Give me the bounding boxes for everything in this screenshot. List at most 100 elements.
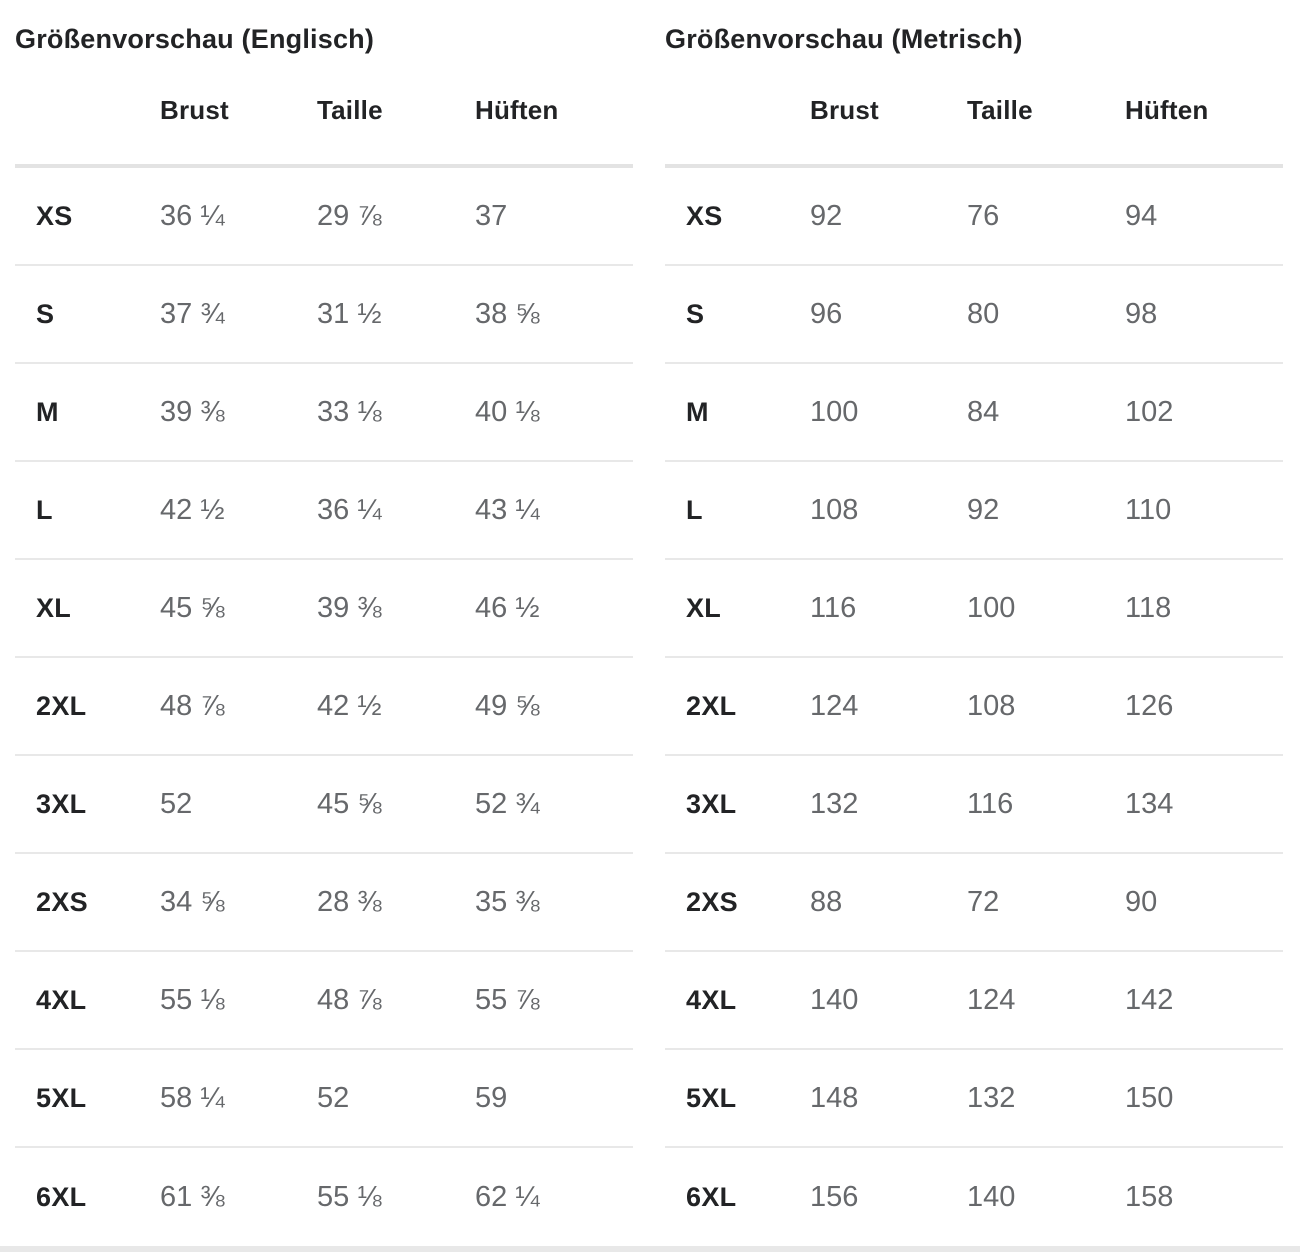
table-row: XS 36 ¼ 29 ⅞ 37 — [15, 168, 633, 266]
size-label: 3XL — [686, 788, 737, 819]
measurement-value: 55 ⅞ — [475, 983, 540, 1016]
measurement-value: 118 — [1125, 591, 1172, 624]
measurement-value: 52 — [160, 787, 193, 820]
measurement-value: 37 ¾ — [160, 297, 225, 330]
column-header: Taille — [967, 94, 1033, 125]
measurement-value: 28 ⅜ — [317, 885, 382, 918]
size-label: 5XL — [686, 1082, 737, 1113]
measurement-value: 42 ½ — [317, 689, 382, 722]
size-label: XL — [686, 592, 722, 623]
size-label: 2XL — [686, 690, 737, 721]
table-body: XS 92 76 94 S 96 80 98 M 100 84 102 L 108 92 110… — [665, 168, 1283, 1246]
measurement-value: 59 — [475, 1081, 508, 1114]
table-header-row: Brust Taille Hüften — [665, 56, 1283, 168]
measurement-value: 124 — [810, 689, 859, 722]
size-label: XS — [686, 200, 723, 231]
table-row: 2XS 88 72 90 — [665, 854, 1283, 952]
table-row: 3XL 132 116 134 — [665, 756, 1283, 854]
measurement-value: 52 ¾ — [475, 787, 540, 820]
measurement-value: 35 ⅜ — [475, 885, 540, 918]
size-label: 2XS — [36, 886, 88, 917]
measurement-value: 96 — [810, 297, 843, 330]
table-title: Größenvorschau (Englisch) — [15, 24, 375, 54]
table-row: 6XL 61 ⅜ 55 ⅛ 62 ¼ — [15, 1148, 633, 1246]
bottom-divider — [0, 1246, 1300, 1252]
table-row: S 37 ¾ 31 ½ 38 ⅝ — [15, 266, 633, 364]
measurement-value: 156 — [810, 1180, 859, 1213]
size-label: M — [36, 396, 59, 427]
measurement-value: 48 ⅞ — [317, 983, 382, 1016]
measurement-value: 61 ⅜ — [160, 1180, 225, 1213]
measurement-value: 55 ⅛ — [160, 983, 225, 1016]
table-row: L 108 92 110 — [665, 462, 1283, 560]
size-label: 2XL — [36, 690, 87, 721]
measurement-value: 76 — [967, 199, 1000, 232]
measurement-value: 94 — [1125, 199, 1158, 232]
measurement-value: 92 — [967, 493, 1000, 526]
measurement-value: 46 ½ — [475, 591, 540, 624]
measurement-value: 34 ⅝ — [160, 885, 225, 918]
measurement-value: 140 — [810, 983, 859, 1016]
size-label: 6XL — [686, 1181, 737, 1212]
measurement-value: 48 ⅞ — [160, 689, 225, 722]
measurement-value: 150 — [1125, 1081, 1174, 1114]
measurement-value: 29 ⅞ — [317, 199, 382, 232]
table-row: 5XL 58 ¼ 52 59 — [15, 1050, 633, 1148]
table-row: 2XL 48 ⅞ 42 ½ 49 ⅝ — [15, 658, 633, 756]
table-row: S 96 80 98 — [665, 266, 1283, 364]
table-title: Größenvorschau (Metrisch) — [665, 24, 1023, 54]
table-header-row: Brust Taille Hüften — [15, 56, 633, 168]
measurement-value: 148 — [810, 1081, 859, 1114]
column-header: Hüften — [475, 94, 559, 125]
measurement-value: 33 ⅛ — [317, 395, 382, 428]
measurement-value: 39 ⅜ — [317, 591, 382, 624]
size-label: 3XL — [36, 788, 87, 819]
column-header: Taille — [317, 94, 383, 125]
table-row: M 100 84 102 — [665, 364, 1283, 462]
table-body: XS 36 ¼ 29 ⅞ 37 S 37 ¾ 31 ½ 38 ⅝ M 39 ⅜ 33 ⅛ 4… — [15, 168, 633, 1246]
table-row: M 39 ⅜ 33 ⅛ 40 ⅛ — [15, 364, 633, 462]
size-label: S — [36, 298, 55, 329]
table-row: XS 92 76 94 — [665, 168, 1283, 266]
table-row: 4XL 140 124 142 — [665, 952, 1283, 1050]
measurement-value: 88 — [810, 885, 843, 918]
size-label: 6XL — [36, 1181, 87, 1212]
table-row: 2XS 34 ⅝ 28 ⅜ 35 ⅜ — [15, 854, 633, 952]
size-label: L — [686, 494, 703, 525]
column-header: Brust — [160, 94, 229, 125]
measurement-value: 132 — [810, 787, 859, 820]
measurement-value: 38 ⅝ — [475, 297, 540, 330]
measurement-value: 140 — [967, 1180, 1016, 1213]
table-row: 5XL 148 132 150 — [665, 1050, 1283, 1148]
measurement-value: 110 — [1125, 493, 1172, 526]
measurement-value: 92 — [810, 199, 843, 232]
measurement-value: 116 — [810, 591, 857, 624]
measurement-value: 49 ⅝ — [475, 689, 540, 722]
size-label: M — [686, 396, 709, 427]
measurement-value: 40 ⅛ — [475, 395, 540, 428]
table-row: 6XL 156 140 158 — [665, 1148, 1283, 1246]
measurement-value: 102 — [1125, 395, 1174, 428]
table-row: 2XL 124 108 126 — [665, 658, 1283, 756]
measurement-value: 45 ⅝ — [160, 591, 225, 624]
size-label: 2XS — [686, 886, 738, 917]
measurement-value: 126 — [1125, 689, 1174, 722]
measurement-value: 100 — [967, 591, 1016, 624]
measurement-value: 45 ⅝ — [317, 787, 382, 820]
table-row: XL 45 ⅝ 39 ⅜ 46 ½ — [15, 560, 633, 658]
size-label: 5XL — [36, 1082, 87, 1113]
size-label: 4XL — [36, 984, 87, 1015]
table-row: L 42 ½ 36 ¼ 43 ¼ — [15, 462, 633, 560]
measurement-value: 55 ⅛ — [317, 1180, 382, 1213]
measurement-value: 43 ¼ — [475, 493, 540, 526]
size-label: 4XL — [686, 984, 737, 1015]
measurement-value: 116 — [967, 787, 1014, 820]
measurement-value: 98 — [1125, 297, 1158, 330]
column-header: Hüften — [1125, 94, 1209, 125]
measurement-value: 62 ¼ — [475, 1180, 540, 1213]
measurement-value: 90 — [1125, 885, 1158, 918]
table-row: XL 116 100 118 — [665, 560, 1283, 658]
measurement-value: 80 — [967, 297, 1000, 330]
measurement-value: 124 — [967, 983, 1016, 1016]
